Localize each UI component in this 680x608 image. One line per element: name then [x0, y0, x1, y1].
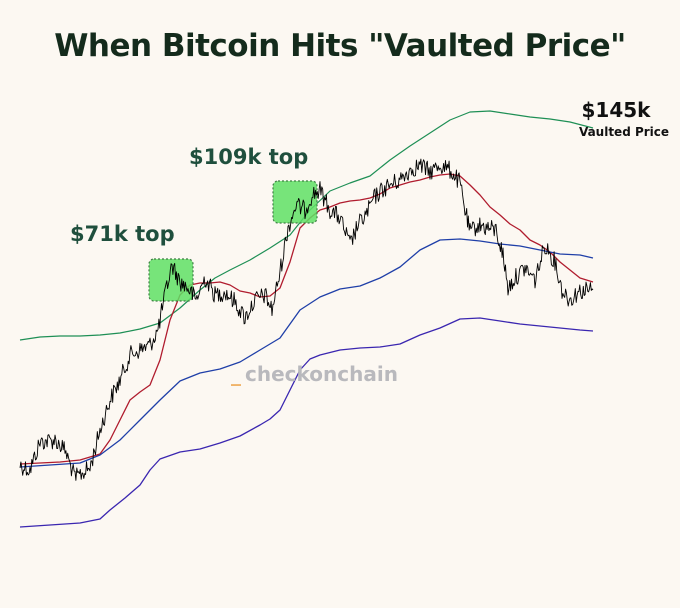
watermark-prefix: _ [231, 362, 241, 386]
mid-trend-line [19, 173, 594, 465]
annotation-109k-top: $109k top [189, 145, 308, 169]
top-109k-highlight [272, 180, 318, 224]
btc-price-line [19, 158, 594, 481]
vaulted-price-label: Vaulted Price [579, 125, 669, 139]
top-71k-highlight [148, 258, 194, 302]
band-layer [19, 110, 594, 528]
blue-band-line [19, 238, 594, 468]
purple-band-line [19, 317, 594, 528]
price-layer [19, 158, 594, 481]
watermark-text: checkonchain [245, 362, 398, 386]
vaulted-price-value: $145k [582, 98, 652, 122]
annotation-71k-top: $71k top [70, 222, 175, 246]
chart-title: When Bitcoin Hits "Vaulted Price" [54, 28, 626, 64]
